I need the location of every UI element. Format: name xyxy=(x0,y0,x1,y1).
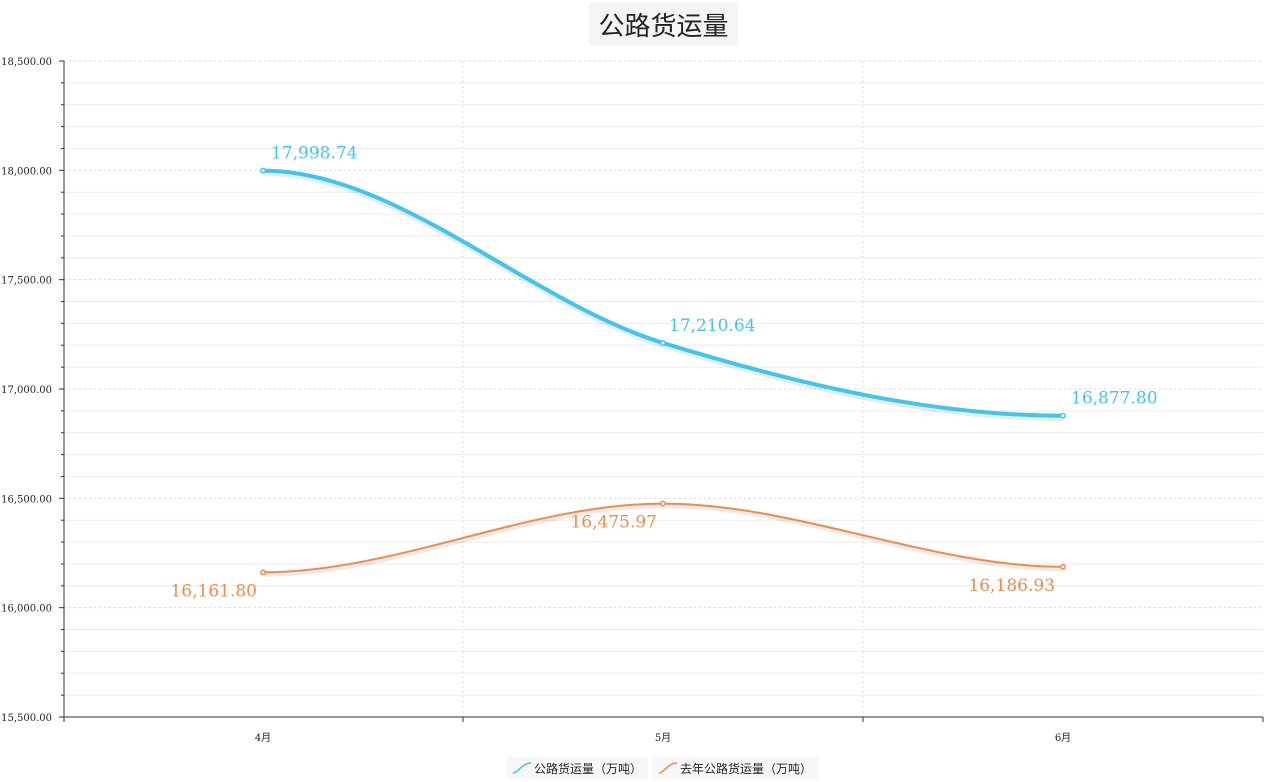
data-label: 17,998.74 xyxy=(271,144,358,164)
grid-layer xyxy=(64,60,1263,718)
label-layer: 17,998.74 17,210.64 16,877.80 16,161.80 16,4… xyxy=(170,144,1157,602)
y-tick-label: 17,500.00 xyxy=(1,276,52,287)
y-tick-label: 16,500.00 xyxy=(1,494,52,505)
x-tick-label: 5月 xyxy=(655,732,671,744)
x-tick-label: 6月 xyxy=(1055,732,1071,744)
y-tick-label: 17,000.00 xyxy=(1,385,52,396)
series-line-shadow xyxy=(263,169,1065,422)
legend-line-icon xyxy=(512,762,532,774)
data-label: 16,475.97 xyxy=(570,513,657,533)
y-tick-label: 15,500.00 xyxy=(1,713,52,724)
chart-title: 公路货运量 xyxy=(589,2,738,46)
data-point[interactable] xyxy=(1060,412,1066,419)
axis-layer: 15,500.00 16,000.00 16,500.00 17,000.00 17,5… xyxy=(1,57,1264,744)
chart-svg: 15,500.00 16,000.00 16,500.00 17,000.00 17,5… xyxy=(1,57,1264,744)
y-tick-label: 18,500.00 xyxy=(1,57,52,68)
data-label: 17,210.64 xyxy=(669,316,756,336)
series-line-current[interactable] xyxy=(261,168,1065,418)
legend-item-last-year[interactable]: 去年公路货运量（万吨） xyxy=(652,757,819,779)
data-point[interactable] xyxy=(260,569,266,576)
legend-item-current[interactable]: 公路货运量（万吨） xyxy=(506,757,649,779)
legend-line-icon xyxy=(658,762,678,774)
data-label: 16,877.80 xyxy=(1071,389,1158,409)
data-label: 16,161.80 xyxy=(170,581,257,601)
y-tick-label: 16,000.00 xyxy=(1,604,52,615)
data-point[interactable] xyxy=(260,167,266,174)
data-point[interactable] xyxy=(1060,563,1066,570)
y-tick-label: 18,000.00 xyxy=(1,166,52,177)
legend-label: 公路货运量（万吨） xyxy=(534,761,643,776)
legend: 公路货运量（万吨） 去年公路货运量（万吨） xyxy=(506,757,822,779)
data-point[interactable] xyxy=(660,500,666,507)
data-label: 16,186.93 xyxy=(968,576,1055,596)
series-layer xyxy=(260,167,1066,577)
data-point[interactable] xyxy=(660,339,666,346)
x-tick-label: 4月 xyxy=(255,732,271,744)
legend-label: 去年公路货运量（万吨） xyxy=(680,761,813,776)
